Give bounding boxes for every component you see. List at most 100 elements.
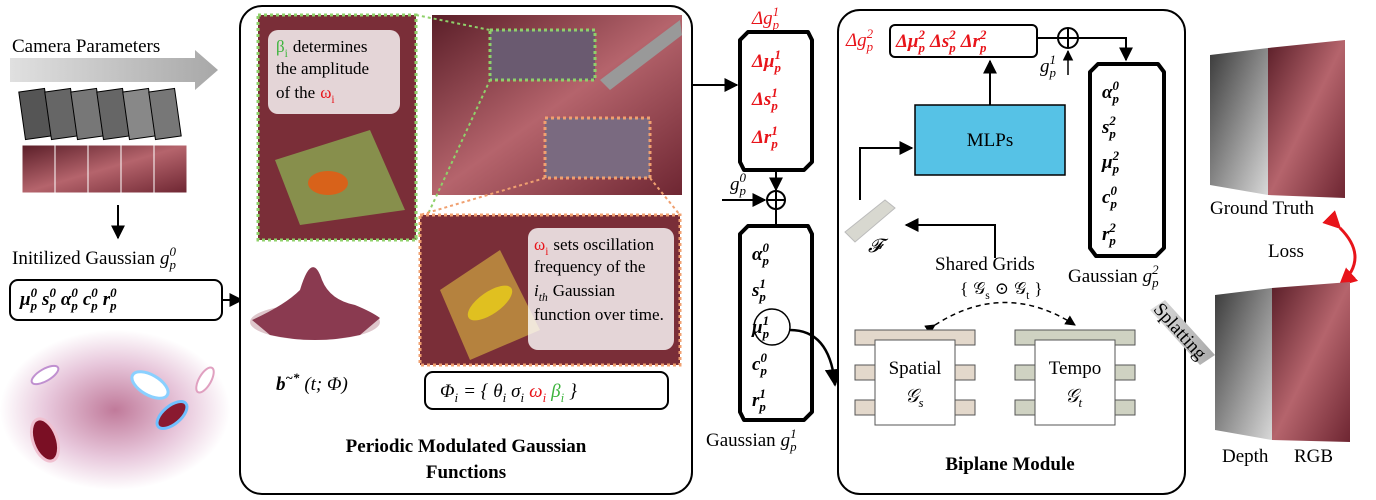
gt-depth-image <box>1210 48 1268 195</box>
subscript: p <box>948 40 956 55</box>
gaussian-param: μ1p <box>751 313 770 341</box>
subscript: s <box>985 289 990 302</box>
subscript: s <box>919 395 924 410</box>
subscript: p <box>1112 91 1120 106</box>
module-title: Biplane Module <box>945 454 1074 475</box>
gt-rgb-image <box>1268 40 1345 198</box>
subscript: p <box>772 17 780 32</box>
symbol: ω <box>534 235 545 254</box>
gaussian-ellipsoid <box>308 171 348 195</box>
subscript: p <box>1109 196 1117 211</box>
subscript: p <box>758 399 766 414</box>
symbol: Δr <box>960 31 981 52</box>
symbol: b <box>276 374 286 395</box>
subscript: i <box>454 390 458 405</box>
plus <box>767 191 785 209</box>
subscript: p <box>1108 126 1116 141</box>
camera-label: Camera Parameters <box>12 36 160 57</box>
subscript: p <box>979 40 987 55</box>
subscript: p <box>770 136 778 151</box>
tempo-label: Tempo <box>1049 358 1102 379</box>
subscript: i <box>503 390 507 405</box>
symbol: μ <box>19 289 31 310</box>
text-part: Gaussian <box>706 430 776 451</box>
subscript: i <box>331 93 334 106</box>
text-part: } <box>1034 279 1042 298</box>
symbol: Δg <box>845 30 867 51</box>
ground-truth-label: Ground Truth <box>1210 198 1314 219</box>
rendered-depth-image <box>1215 288 1272 440</box>
symbol: Φ <box>440 381 454 402</box>
symbol: Δs <box>929 31 949 52</box>
module-title: Periodic Modulated Gaussian <box>346 436 587 457</box>
subscript: p <box>1112 161 1120 176</box>
symbol: θ <box>493 381 502 402</box>
zoom-region <box>490 30 595 80</box>
symbol: α <box>1102 82 1113 103</box>
symbol: s <box>1101 117 1109 138</box>
shared-grids-label: Shared Grids <box>935 254 1035 275</box>
rendered-rgb-image <box>1272 282 1350 442</box>
text-part: determines <box>293 37 368 56</box>
symbol: ω <box>320 83 331 102</box>
text-part: ⊙ <box>995 279 1009 298</box>
subscript: i <box>521 390 525 405</box>
beta-note: the amplitude <box>276 59 369 78</box>
subscript: p <box>789 439 797 454</box>
gaussian1-box <box>740 226 812 420</box>
symbol: α <box>61 289 72 310</box>
omega-note: frequency of the <box>534 257 645 276</box>
gaussian2-label: Gaussiang2p <box>1068 262 1159 290</box>
gaussian-param: α0p <box>752 240 770 268</box>
gaussian-param: c0p <box>752 350 767 378</box>
symbol: 𝒢 <box>1014 279 1026 298</box>
subscript: p <box>762 326 770 341</box>
subscript: t <box>1079 395 1083 410</box>
subscript: p <box>1049 65 1057 80</box>
symbol: g <box>1040 56 1050 77</box>
subscript: p <box>758 289 766 304</box>
subscript: p <box>770 98 778 113</box>
subscript: p <box>30 298 38 313</box>
symbol: s <box>41 289 49 310</box>
text-part: Gaussian <box>553 281 616 300</box>
subscript: p <box>762 253 770 268</box>
spatial-label: Spatial <box>889 358 942 379</box>
subscript: p <box>739 183 747 198</box>
depth-label: Depth <box>1222 446 1269 467</box>
subscript: p <box>917 40 925 55</box>
symbol: μ <box>751 317 763 338</box>
text-part: Gaussian <box>1068 266 1138 287</box>
symbol: Δμ <box>751 51 774 72</box>
text-part: = { <box>463 381 489 402</box>
symbol: Δr <box>751 127 772 148</box>
subscript: th <box>539 291 548 304</box>
subscript: p <box>109 298 117 313</box>
text-part: { <box>960 279 968 298</box>
text-part: Initilized Gaussian <box>12 248 155 269</box>
module-title: Functions <box>426 462 506 483</box>
subscript: p <box>169 257 177 272</box>
delta2-params: Δμ2pΔs2pΔr2p <box>895 27 987 55</box>
symbol: μ <box>1101 152 1113 173</box>
subscript: p <box>773 60 781 75</box>
symbol: g <box>781 430 791 451</box>
text-part: sets oscillation <box>553 235 654 254</box>
subscript: p <box>70 298 78 313</box>
subscript: i <box>543 390 547 405</box>
text-part: } <box>569 381 577 402</box>
gaussian-param: s1p <box>751 276 766 304</box>
camera-frames <box>19 88 187 193</box>
subscript: i <box>561 390 565 405</box>
symbol: β <box>276 37 285 56</box>
loss-label: Loss <box>1268 241 1304 262</box>
symbol: g <box>160 248 170 269</box>
subscript: p <box>1151 275 1159 290</box>
